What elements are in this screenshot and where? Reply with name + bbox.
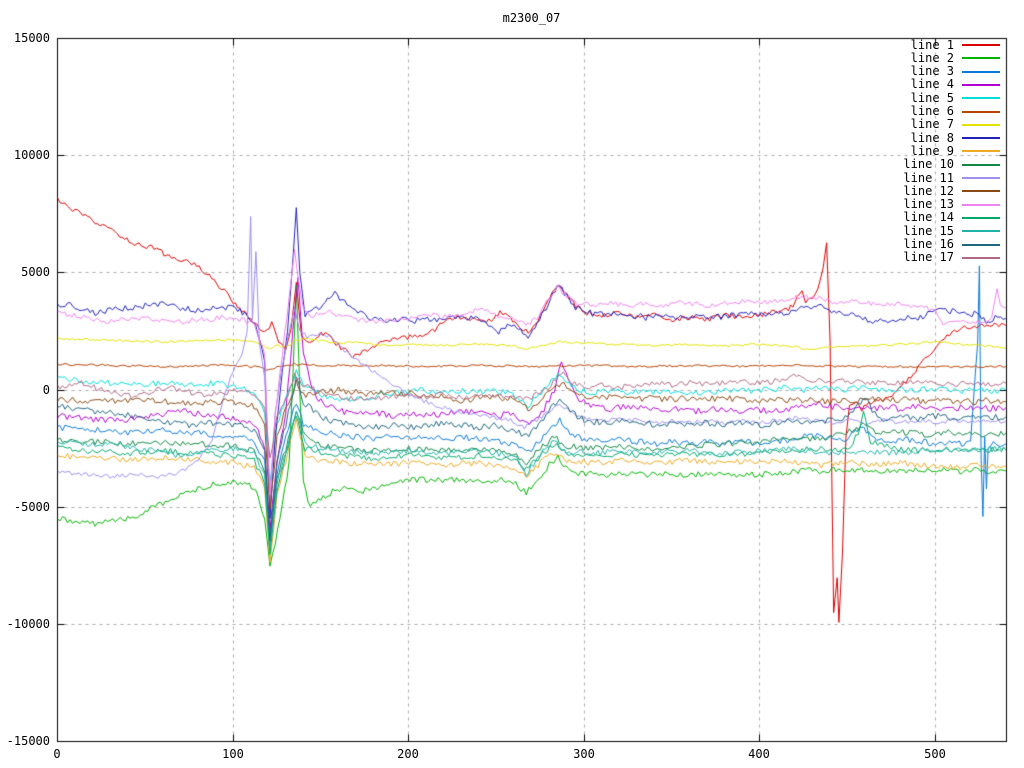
y-tick-label: -10000 xyxy=(6,617,50,631)
chart-title: m2300_07 xyxy=(502,11,561,25)
x-tick-label: 400 xyxy=(748,747,770,761)
y-tick-label: -15000 xyxy=(6,734,50,748)
y-tick-label: 15000 xyxy=(13,31,50,45)
x-tick-label: 200 xyxy=(397,747,419,761)
y-tick-label: 10000 xyxy=(13,148,50,162)
x-tick-label: 0 xyxy=(53,747,61,761)
y-tick-label: 0 xyxy=(42,383,50,397)
x-tick-label: 300 xyxy=(573,747,595,761)
x-tick-label: 100 xyxy=(222,747,244,761)
y-tick-label: 5000 xyxy=(21,265,50,279)
y-tick-label: -5000 xyxy=(13,500,50,514)
x-tick-label: 500 xyxy=(924,747,946,761)
